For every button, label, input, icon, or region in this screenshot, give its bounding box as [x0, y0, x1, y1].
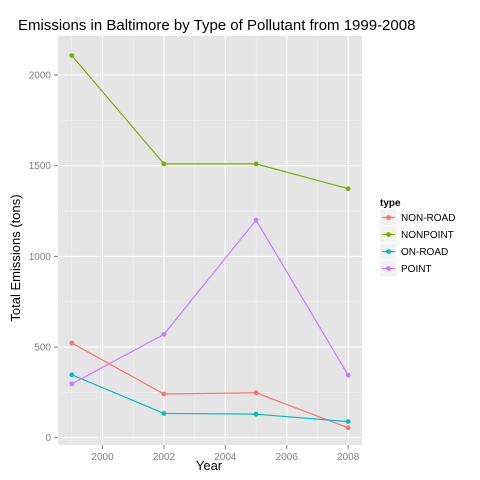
x-tick-label: 2006 [276, 452, 299, 463]
data-point-on-road [253, 411, 259, 417]
y-axis: 0 500 1000 1500 2000 [29, 70, 58, 444]
data-point-point [253, 217, 259, 223]
legend-key-point [386, 215, 391, 220]
x-tick-label: 2004 [214, 452, 237, 463]
legend-items: NON-ROAD NONPOINT ON-ROAD POINT [379, 208, 455, 278]
y-tick-label: 500 [34, 343, 51, 354]
x-tick-label: 2000 [91, 452, 114, 463]
series-line-point [71, 219, 349, 385]
legend-item-on-road: ON-ROAD [379, 242, 448, 261]
data-point-non-road [345, 425, 351, 431]
y-axis-title: Total Emissions (tons) [8, 194, 23, 321]
data-point-nonpoint [345, 186, 351, 192]
legend-title: type [380, 198, 401, 209]
data-point-on-road [345, 419, 351, 425]
data-point-non-road [69, 340, 75, 346]
legend-item-non-road: NON-ROAD [379, 208, 455, 227]
y-tick-label: 0 [45, 433, 51, 444]
legend-key-point [386, 232, 391, 237]
legend-item-point: POINT [379, 259, 432, 278]
x-tick-label: 2008 [337, 452, 360, 463]
x-tick-label: 2002 [153, 452, 176, 463]
data-point-point [345, 372, 351, 378]
legend-item-nonpoint: NONPOINT [379, 225, 454, 244]
minor-gridlines [58, 36, 362, 445]
chart-title: Emissions in Baltimore by Type of Pollut… [18, 17, 415, 34]
series-layer [69, 53, 351, 431]
y-tick-label: 1500 [29, 161, 52, 172]
y-tick-label: 1000 [29, 252, 52, 263]
legend-label: NONPOINT [401, 230, 454, 241]
data-point-point [69, 381, 75, 387]
x-axis: 2000 2002 2004 2006 2008 [91, 445, 360, 463]
data-point-non-road [161, 391, 167, 397]
legend-label: POINT [401, 264, 432, 275]
legend-key-point [386, 249, 391, 254]
legend: type NON-ROAD NONPOINT ON-ROAD POINT [379, 198, 455, 278]
legend-key-point [386, 266, 391, 271]
legend-label: NON-ROAD [401, 213, 455, 224]
data-point-nonpoint [161, 161, 167, 167]
data-point-on-road [161, 411, 167, 416]
data-point-on-road [69, 372, 75, 378]
x-axis-title: Year [196, 458, 223, 473]
series-line-non-road [71, 342, 349, 429]
series-line-nonpoint [71, 55, 349, 190]
plot-panel [58, 36, 362, 445]
data-point-nonpoint [69, 53, 75, 58]
data-point-nonpoint [253, 161, 259, 167]
y-tick-label: 2000 [29, 70, 52, 81]
data-point-point [161, 331, 167, 337]
data-point-non-road [253, 390, 259, 396]
legend-label: ON-ROAD [401, 247, 448, 258]
series-line-on-road [71, 374, 349, 423]
